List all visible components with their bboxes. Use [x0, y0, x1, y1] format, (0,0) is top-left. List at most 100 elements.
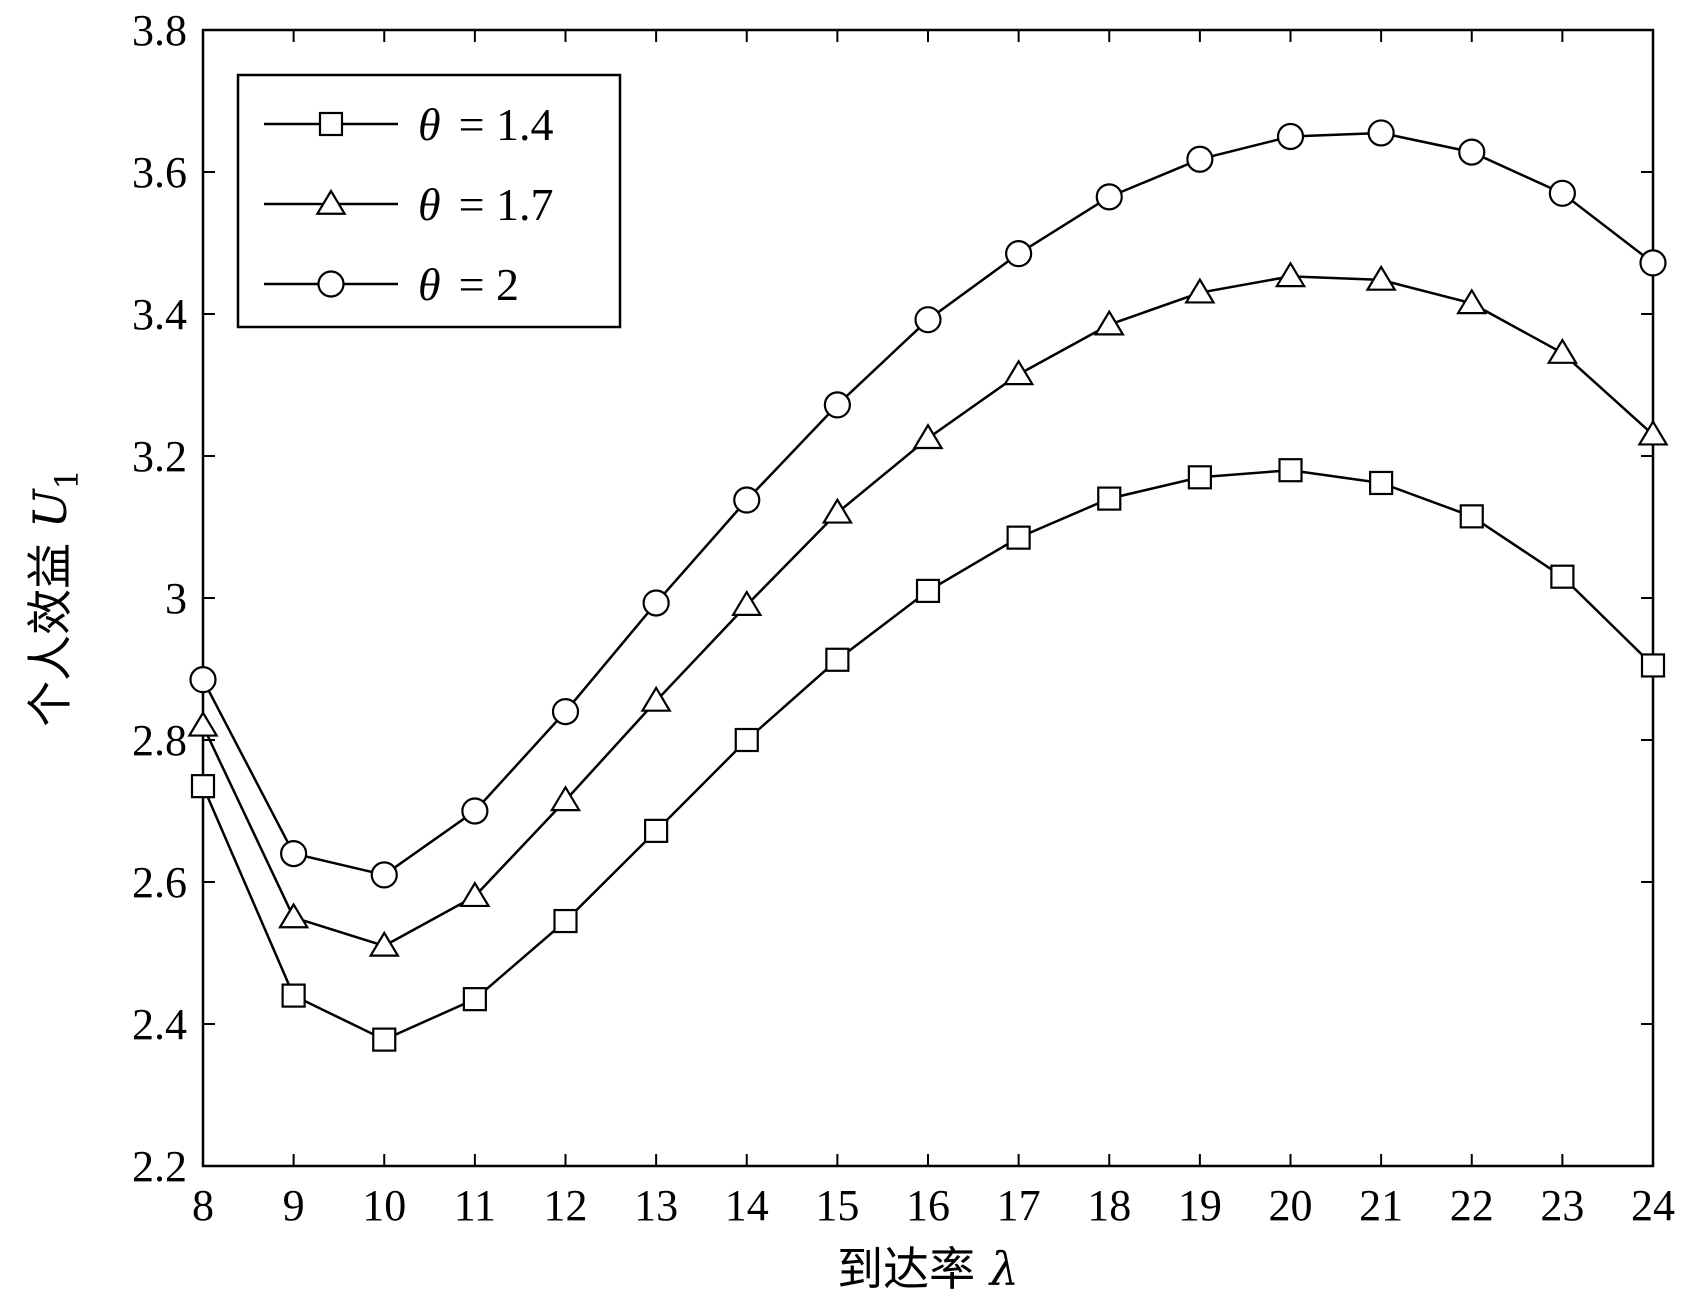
x-tick-label: 15 — [815, 1181, 859, 1230]
data-point — [1637, 419, 1669, 446]
data-point — [1097, 486, 1122, 511]
data-point — [461, 797, 489, 825]
data-point — [1369, 470, 1394, 496]
data-point — [1548, 179, 1576, 207]
x-tick-label: 14 — [725, 1181, 769, 1230]
data-point — [1276, 122, 1305, 151]
data-point — [644, 818, 669, 843]
y-tick-label: 3.2 — [132, 432, 187, 481]
series-1 — [190, 458, 1666, 1052]
data-point — [1003, 359, 1035, 386]
data-point — [1095, 183, 1123, 211]
data-point — [1186, 145, 1214, 173]
data-point — [187, 710, 219, 737]
legend-symbol: θ — [418, 179, 441, 230]
x-tick-label: 17 — [997, 1181, 1041, 1230]
data-point — [280, 839, 308, 868]
legend-value: = 1.7 — [459, 179, 554, 230]
data-point — [825, 647, 850, 672]
x-tick-label: 8 — [192, 1181, 214, 1230]
x-tick-label: 13 — [634, 1181, 678, 1230]
x-tick-label: 24 — [1631, 1181, 1675, 1230]
data-point — [914, 306, 942, 334]
series-layer — [187, 119, 1669, 1052]
x-axis-label-symbol: λ — [988, 1242, 1019, 1296]
y-tick-label: 2.6 — [132, 858, 187, 907]
data-point — [642, 589, 670, 617]
data-point — [1093, 309, 1125, 336]
x-tick-label: 20 — [1269, 1181, 1313, 1230]
x-tick-label: 12 — [544, 1181, 588, 1230]
data-point — [368, 930, 400, 957]
x-axis-label-text: 到达率 — [837, 1242, 975, 1296]
data-point — [372, 1027, 397, 1052]
data-point — [1546, 337, 1578, 364]
data-point — [459, 881, 491, 908]
x-tick-label: 18 — [1087, 1181, 1131, 1230]
data-point — [1639, 249, 1667, 277]
x-tick-label: 10 — [362, 1181, 406, 1230]
y-tick-label: 2.8 — [132, 716, 187, 765]
data-point — [551, 697, 580, 726]
data-point — [281, 983, 306, 1008]
y-axis-label-subscript: 1 — [48, 469, 86, 489]
y-axis-label: 个人效益 U1 — [23, 469, 86, 727]
data-point — [1278, 458, 1303, 483]
data-point — [278, 902, 310, 929]
data-point — [1184, 277, 1216, 304]
legend-items: θ = 1.4 θ = 1.7 θ = 2 — [264, 99, 554, 310]
legend: θ = 1.4 θ = 1.7 θ = 2 — [236, 73, 622, 329]
y-axis-label-symbol: U — [23, 487, 77, 528]
data-point — [1274, 261, 1307, 288]
legend-symbol: θ — [418, 259, 441, 310]
legend-marker — [315, 188, 347, 215]
y-axis-label-text: 个人效益 — [23, 543, 77, 727]
y-tick-label: 3.8 — [132, 6, 187, 55]
data-point — [640, 685, 672, 712]
legend-value: = 2 — [459, 259, 519, 310]
series-2 — [187, 261, 1669, 957]
data-point — [733, 486, 761, 514]
data-point — [462, 987, 487, 1012]
data-point — [734, 727, 759, 753]
x-tick-label: 22 — [1450, 1181, 1494, 1230]
axis-ticks: 8 9 10 11 12 13 14 15 16 17 18 19 20 21 22 23 24 2.2 2.4 2.… — [132, 6, 1675, 1230]
data-point — [190, 774, 216, 799]
data-point — [823, 391, 851, 419]
y-tick-label: 2.4 — [132, 1000, 187, 1049]
data-point — [553, 908, 578, 934]
data-point — [1459, 504, 1484, 529]
x-tick-label: 23 — [1540, 1181, 1584, 1230]
data-point — [1640, 653, 1666, 678]
data-point — [912, 423, 944, 450]
x-tick-label: 11 — [454, 1181, 496, 1230]
y-tick-label: 3.6 — [132, 148, 187, 197]
x-tick-label: 16 — [906, 1181, 950, 1230]
data-point — [549, 785, 582, 812]
legend-item-3: θ = 2 — [264, 259, 519, 310]
data-point — [1367, 119, 1395, 147]
x-tick-label: 9 — [283, 1181, 305, 1230]
data-point — [1006, 525, 1031, 550]
legend-label: θ = 1.7 — [418, 179, 554, 230]
y-tick-label: 2.2 — [132, 1142, 187, 1191]
legend-label: θ = 1.4 — [418, 99, 554, 150]
data-point — [821, 497, 853, 524]
legend-item-1: θ = 1.4 — [264, 99, 554, 150]
legend-value: = 1.4 — [459, 99, 554, 150]
legend-marker — [317, 270, 345, 298]
x-tick-label: 21 — [1359, 1181, 1403, 1230]
data-point — [731, 589, 763, 616]
data-point — [915, 578, 941, 604]
x-tick-label: 19 — [1178, 1181, 1222, 1230]
legend-label: θ = 2 — [418, 259, 519, 310]
legend-symbol: θ — [418, 99, 441, 150]
y-tick-label: 3.4 — [132, 290, 187, 339]
legend-marker — [318, 111, 344, 137]
data-point — [1458, 138, 1486, 166]
data-point — [1550, 564, 1575, 589]
data-point — [1005, 240, 1033, 268]
data-point — [189, 666, 217, 694]
series-3 — [189, 119, 1667, 889]
